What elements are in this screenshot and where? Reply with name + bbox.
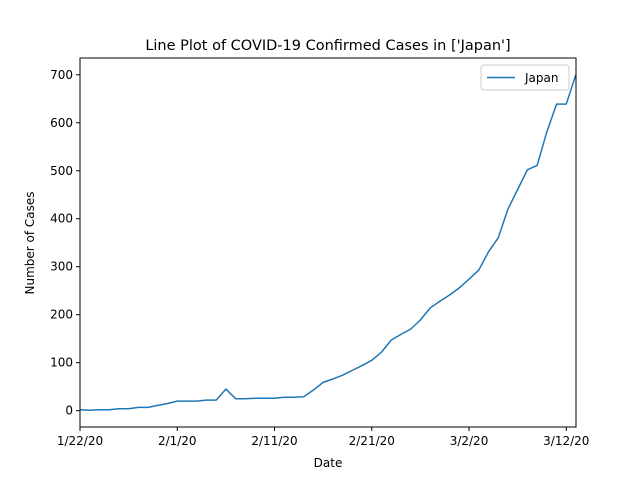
plot-area (79, 57, 577, 428)
y-tick-label: 600 (50, 116, 73, 130)
legend-entry-label: Japan (524, 71, 558, 85)
y-tick-label: 700 (50, 68, 73, 82)
legend: Japan (480, 64, 570, 91)
x-axis: 1/22/20 2/1/20 2/11/20 2/21/20 3/2/20 3/12/20 (57, 427, 589, 448)
y-tick-label: 200 (50, 308, 73, 322)
plot-frame (79, 57, 577, 428)
y-axis-label: Number of Cases (23, 191, 37, 294)
y-tick-label: 0 (65, 404, 73, 418)
x-tick-label: 2/1/20 (158, 434, 197, 448)
series-line-japan (79, 74, 577, 411)
y-tick-label: 100 (50, 356, 73, 370)
x-axis-label: Date (314, 456, 343, 470)
legend-box (480, 64, 570, 91)
x-tick-label: 3/2/20 (450, 434, 489, 448)
y-tick-label: 300 (50, 260, 73, 274)
x-tick-label: 3/12/20 (543, 434, 589, 448)
x-tick-label: 1/22/20 (57, 434, 103, 448)
x-tick-label: 2/21/20 (349, 434, 395, 448)
chart-title: Line Plot of COVID-19 Confirmed Cases in… (145, 38, 510, 54)
y-tick-label: 500 (50, 164, 73, 178)
y-tick-label: 400 (50, 212, 73, 226)
x-tick-label: 2/11/20 (251, 434, 297, 448)
y-axis: 0 100 200 300 400 500 600 700 (50, 68, 80, 418)
